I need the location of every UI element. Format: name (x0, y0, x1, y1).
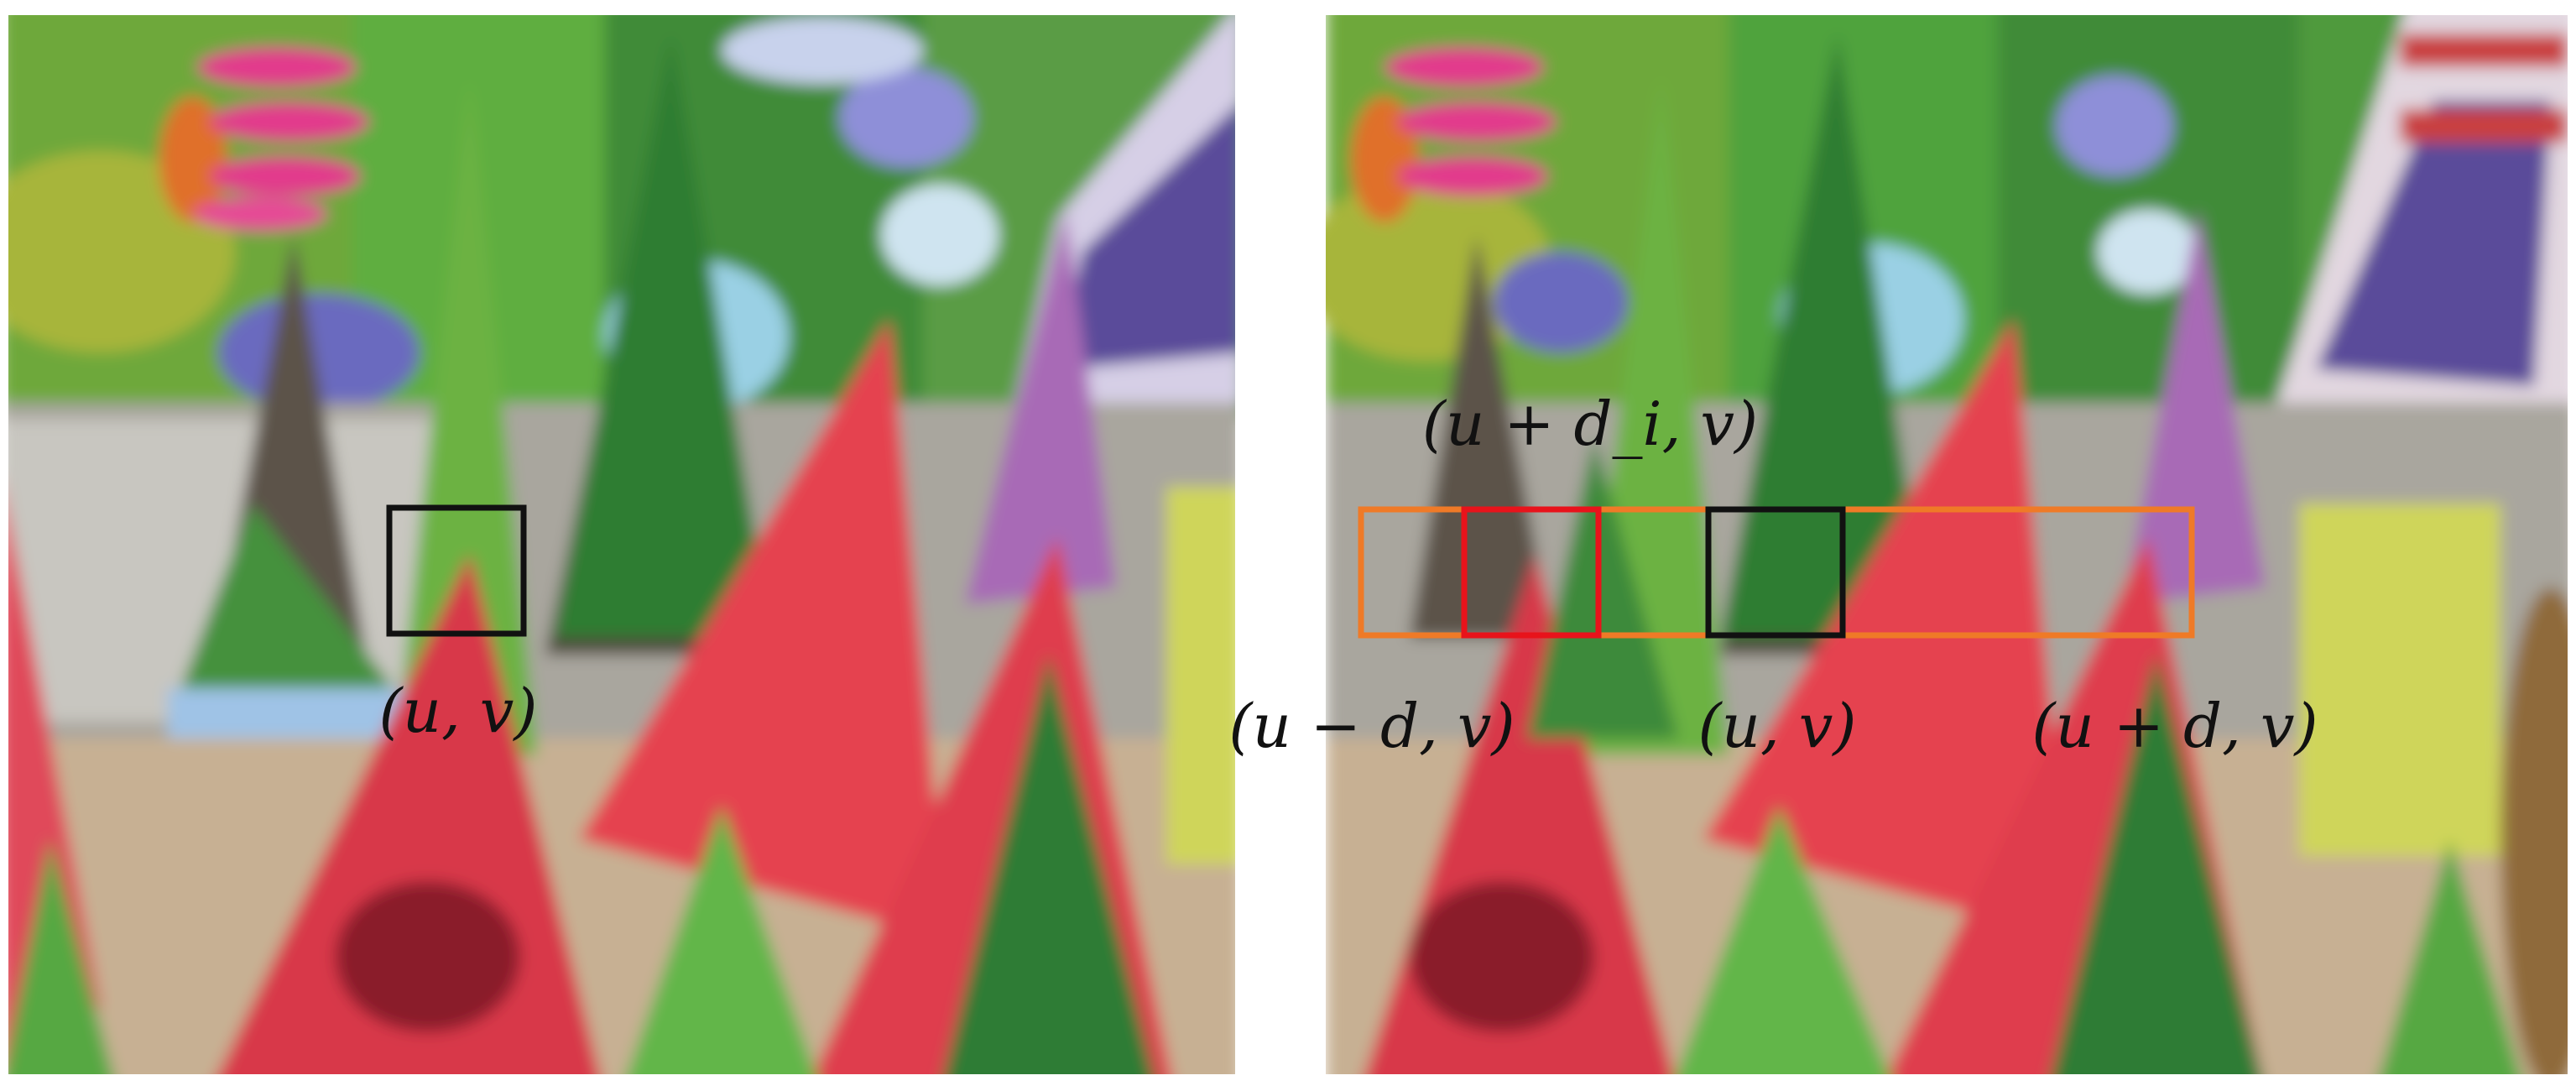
left-image (8, 15, 1235, 1074)
right-reference-label: (u, v) (1698, 691, 1857, 761)
candidate-window (1461, 506, 1602, 639)
right-reference-window (1705, 506, 1846, 639)
range-end-label: (u + d, v) (2031, 691, 2318, 761)
candidate-window-label: (u + d_i, v) (1422, 389, 1758, 459)
right-image (1326, 15, 2568, 1074)
left-window-label: (u, v) (379, 676, 538, 746)
range-start-label: (u − d, v) (1228, 691, 1515, 761)
left-reference-window (386, 504, 527, 637)
